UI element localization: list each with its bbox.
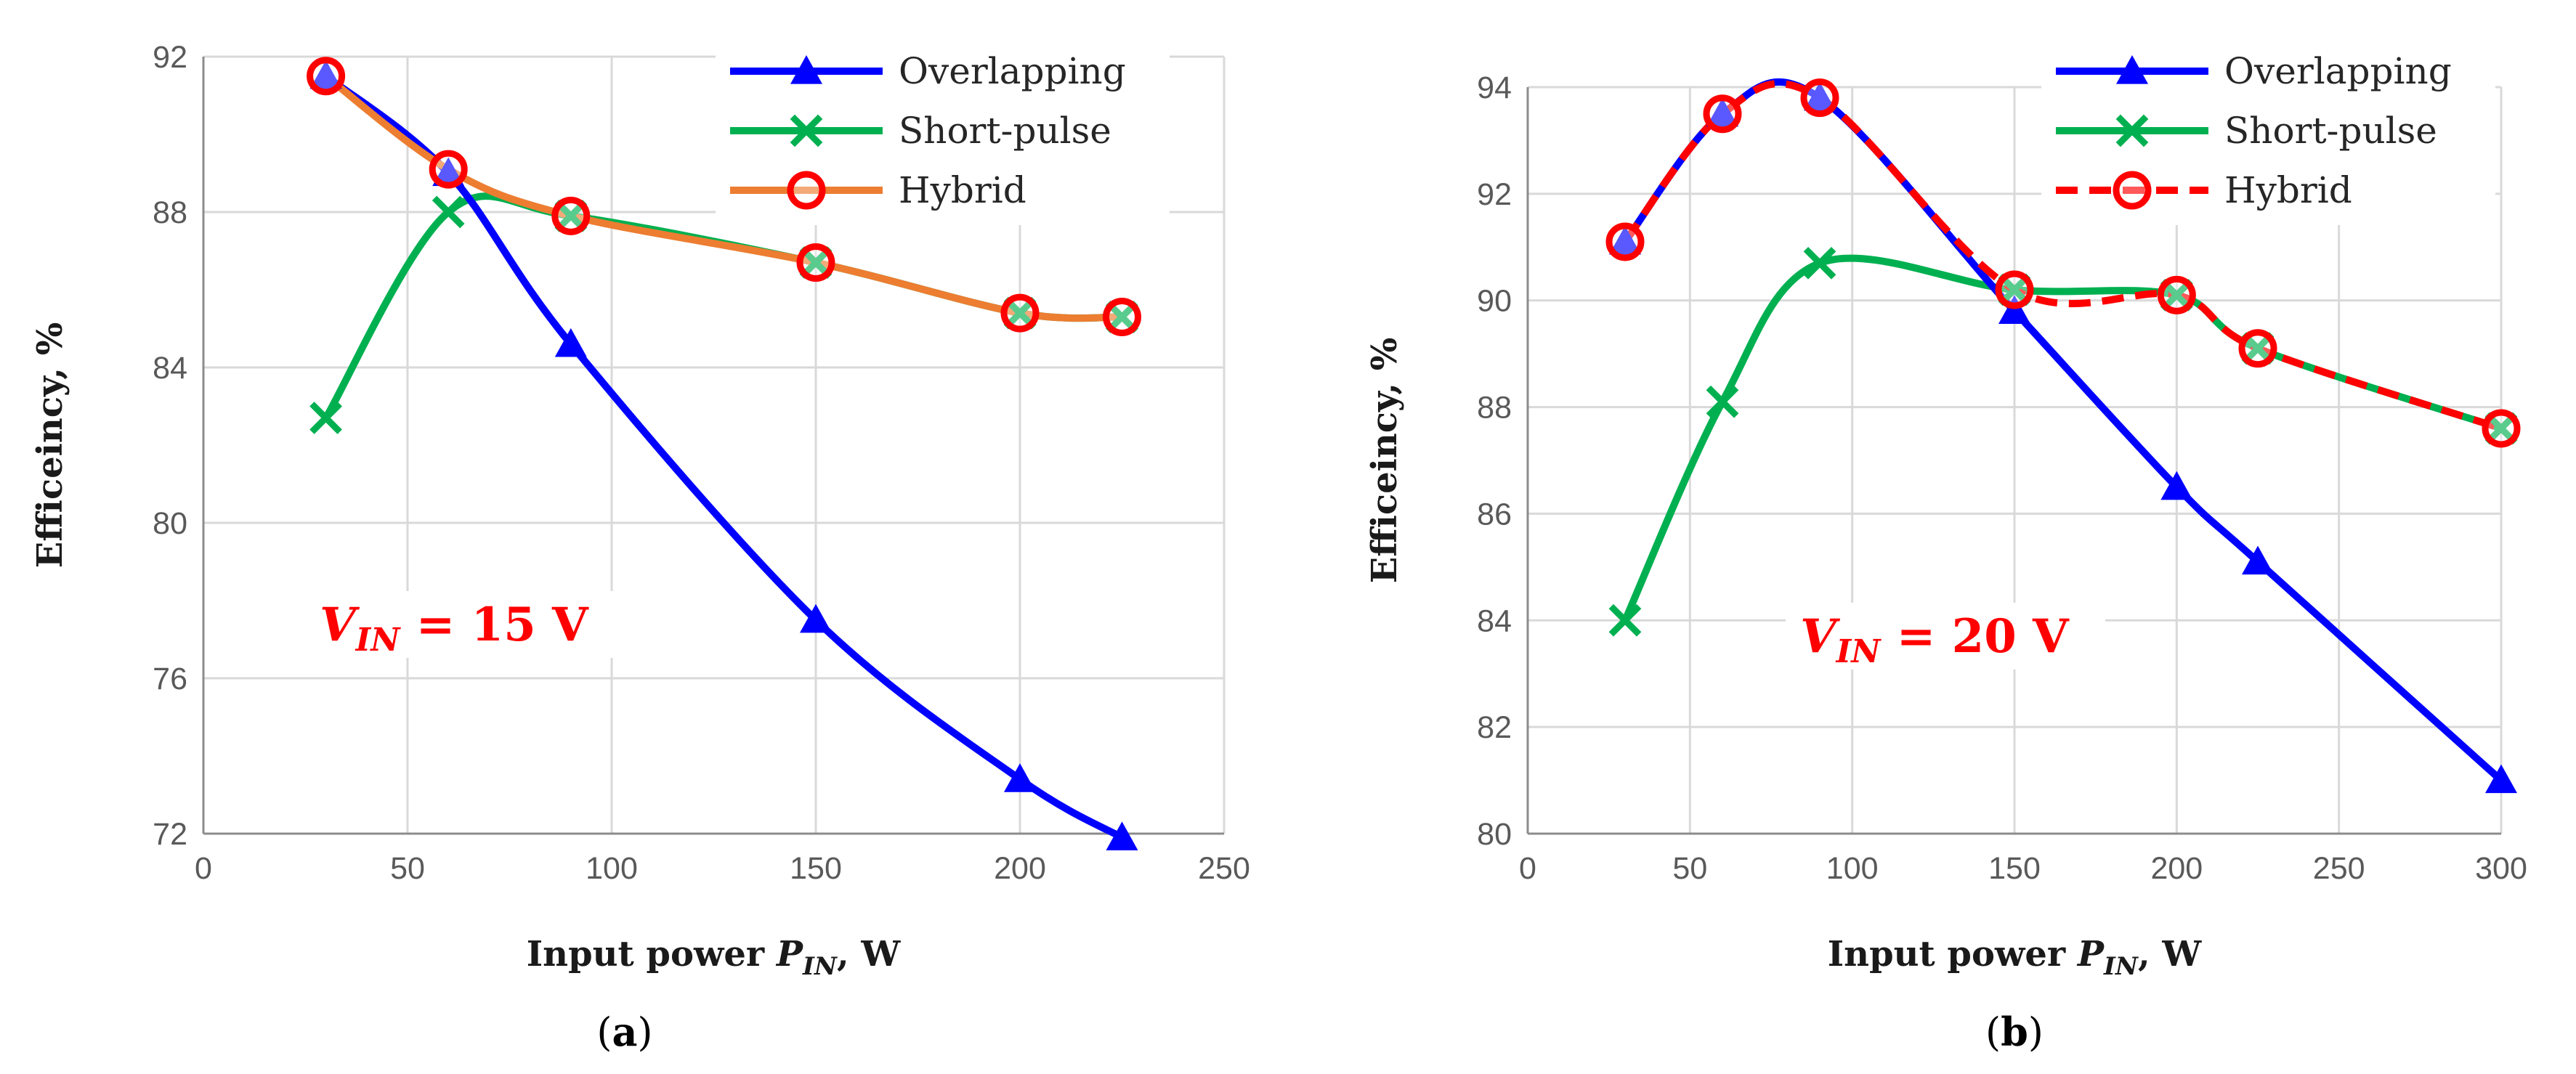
data-point-short-pulse	[799, 246, 833, 279]
data-point-overlapping	[309, 60, 342, 89]
legend-label-short-pulse: Short-pulse	[2224, 110, 2437, 152]
x-tick-label: 250	[1198, 851, 1250, 886]
data-point-overlapping	[2242, 545, 2274, 575]
chart-panel-b: 0 50 100 150 200 250 300 80 82 84 86 88 90 92 94 Input …	[1364, 38, 2527, 1055]
data-point-hybrid	[1103, 297, 1141, 336]
data-point-overlapping	[1106, 821, 1138, 850]
legend-marker-overlapping	[2116, 55, 2148, 84]
y-tick-label: 84	[153, 351, 187, 386]
data-point-hybrid	[307, 57, 346, 96]
x-tick-label: 100	[1826, 851, 1879, 886]
data-point-overlapping	[2160, 471, 2193, 500]
data-point-short-pulse	[554, 199, 588, 232]
y-tick-label: 92	[1477, 177, 1512, 212]
panel-label: (b)	[1985, 1009, 2044, 1055]
legend-marker-hybrid	[2113, 171, 2152, 210]
legend-label-overlapping: Overlapping	[2224, 50, 2452, 92]
chart-panel-a: 0 50 100 150 200 250 72 76 80 84 88 92 Input power P…	[30, 38, 1250, 1055]
data-point-short-pulse	[1998, 273, 2031, 306]
x-tick-label: 0	[1519, 851, 1536, 886]
data-point-short-pulse	[1003, 296, 1037, 330]
x-tick-label: 150	[1988, 851, 2041, 886]
data-point-hybrid	[1800, 78, 1839, 118]
x-axis-label: Input power PIN, W	[527, 934, 902, 981]
legend-label-hybrid: Hybrid	[899, 169, 1026, 211]
data-point-short-pulse	[1803, 246, 1836, 280]
y-tick-label: 94	[1477, 70, 1512, 105]
data-point-short-pulse	[1608, 603, 1642, 637]
x-tick-label: 200	[994, 851, 1046, 886]
data-point-hybrid	[796, 243, 835, 282]
legend: Overlapping Short-pulse Hybrid	[2041, 38, 2495, 225]
y-tick-label: 88	[1477, 391, 1512, 426]
annotation-bg	[305, 591, 625, 658]
y-tick-label: 80	[153, 506, 187, 541]
data-point-short-pulse	[2160, 279, 2193, 312]
data-point-hybrid	[2157, 275, 2196, 314]
data-point-overlapping	[2485, 764, 2517, 794]
vin-annotation: VIN = 20 V	[1800, 609, 2070, 670]
legend-label-short-pulse: Short-pulse	[899, 110, 1111, 152]
data-point-short-pulse	[2484, 412, 2518, 445]
legend-marker-short-pulse	[790, 114, 823, 147]
x-tick-label: 50	[1672, 851, 1707, 886]
y-tick-label: 82	[1477, 710, 1512, 745]
legend-marker-overlapping	[790, 55, 822, 84]
data-point-overlapping	[1998, 295, 2030, 324]
data-point-hybrid	[1605, 222, 1645, 261]
x-tick-label: 150	[790, 851, 842, 886]
y-tick-label: 84	[1477, 603, 1512, 638]
data-point-hybrid	[2238, 329, 2277, 368]
x-tick-label: 0	[195, 851, 212, 886]
y-tick-label: 88	[153, 195, 187, 230]
y-tick-label: 86	[1477, 497, 1512, 532]
y-axis-label: Efficeincy, %	[30, 322, 70, 569]
data-point-overlapping	[554, 328, 587, 357]
data-point-short-pulse	[309, 402, 342, 434]
data-point-hybrid	[1703, 94, 1742, 134]
x-tick-label: 50	[390, 851, 425, 886]
data-point-short-pulse	[2241, 332, 2275, 365]
legend-marker-hybrid	[787, 171, 826, 210]
x-tick-label: 100	[586, 851, 638, 886]
vin-annotation: VIN = 15 V	[320, 598, 589, 659]
y-tick-label: 76	[153, 662, 187, 696]
y-tick-label: 90	[1477, 284, 1512, 319]
x-tick-label: 200	[2150, 851, 2203, 886]
data-point-short-pulse	[1706, 385, 1739, 418]
x-tick-label: 250	[2313, 851, 2365, 886]
data-point-overlapping	[1004, 763, 1036, 792]
data-point-overlapping	[1706, 97, 1738, 127]
legend-label-overlapping: Overlapping	[899, 50, 1126, 92]
data-point-hybrid	[2482, 409, 2521, 448]
data-point-hybrid	[551, 196, 591, 235]
y-tick-label: 92	[153, 40, 187, 75]
annotation-bg	[1786, 603, 2105, 670]
data-point-overlapping	[432, 157, 465, 187]
y-axis-label: Efficeincy, %	[1364, 338, 1405, 584]
data-point-overlapping	[1609, 225, 1641, 255]
y-tick-label: 72	[153, 817, 187, 852]
data-point-short-pulse	[1106, 301, 1138, 333]
data-point-hybrid	[1000, 293, 1040, 333]
data-point-short-pulse	[432, 195, 465, 229]
series-line-short-pulse	[1621, 254, 2503, 622]
y-tick-label: 80	[1477, 817, 1512, 852]
data-point-overlapping	[1804, 81, 1836, 111]
legend: Overlapping Short-pulse Hybrid	[716, 38, 1170, 225]
legend-marker-short-pulse	[2115, 114, 2149, 147]
x-axis-label: Input power PIN, W	[1828, 934, 2203, 981]
data-point-hybrid	[1995, 270, 2034, 309]
data-point-overlapping	[800, 603, 832, 633]
legend-label-hybrid: Hybrid	[2224, 169, 2352, 211]
panel-label: (a)	[596, 1009, 652, 1055]
data-point-hybrid	[429, 150, 468, 189]
x-tick-label: 300	[2475, 851, 2527, 886]
